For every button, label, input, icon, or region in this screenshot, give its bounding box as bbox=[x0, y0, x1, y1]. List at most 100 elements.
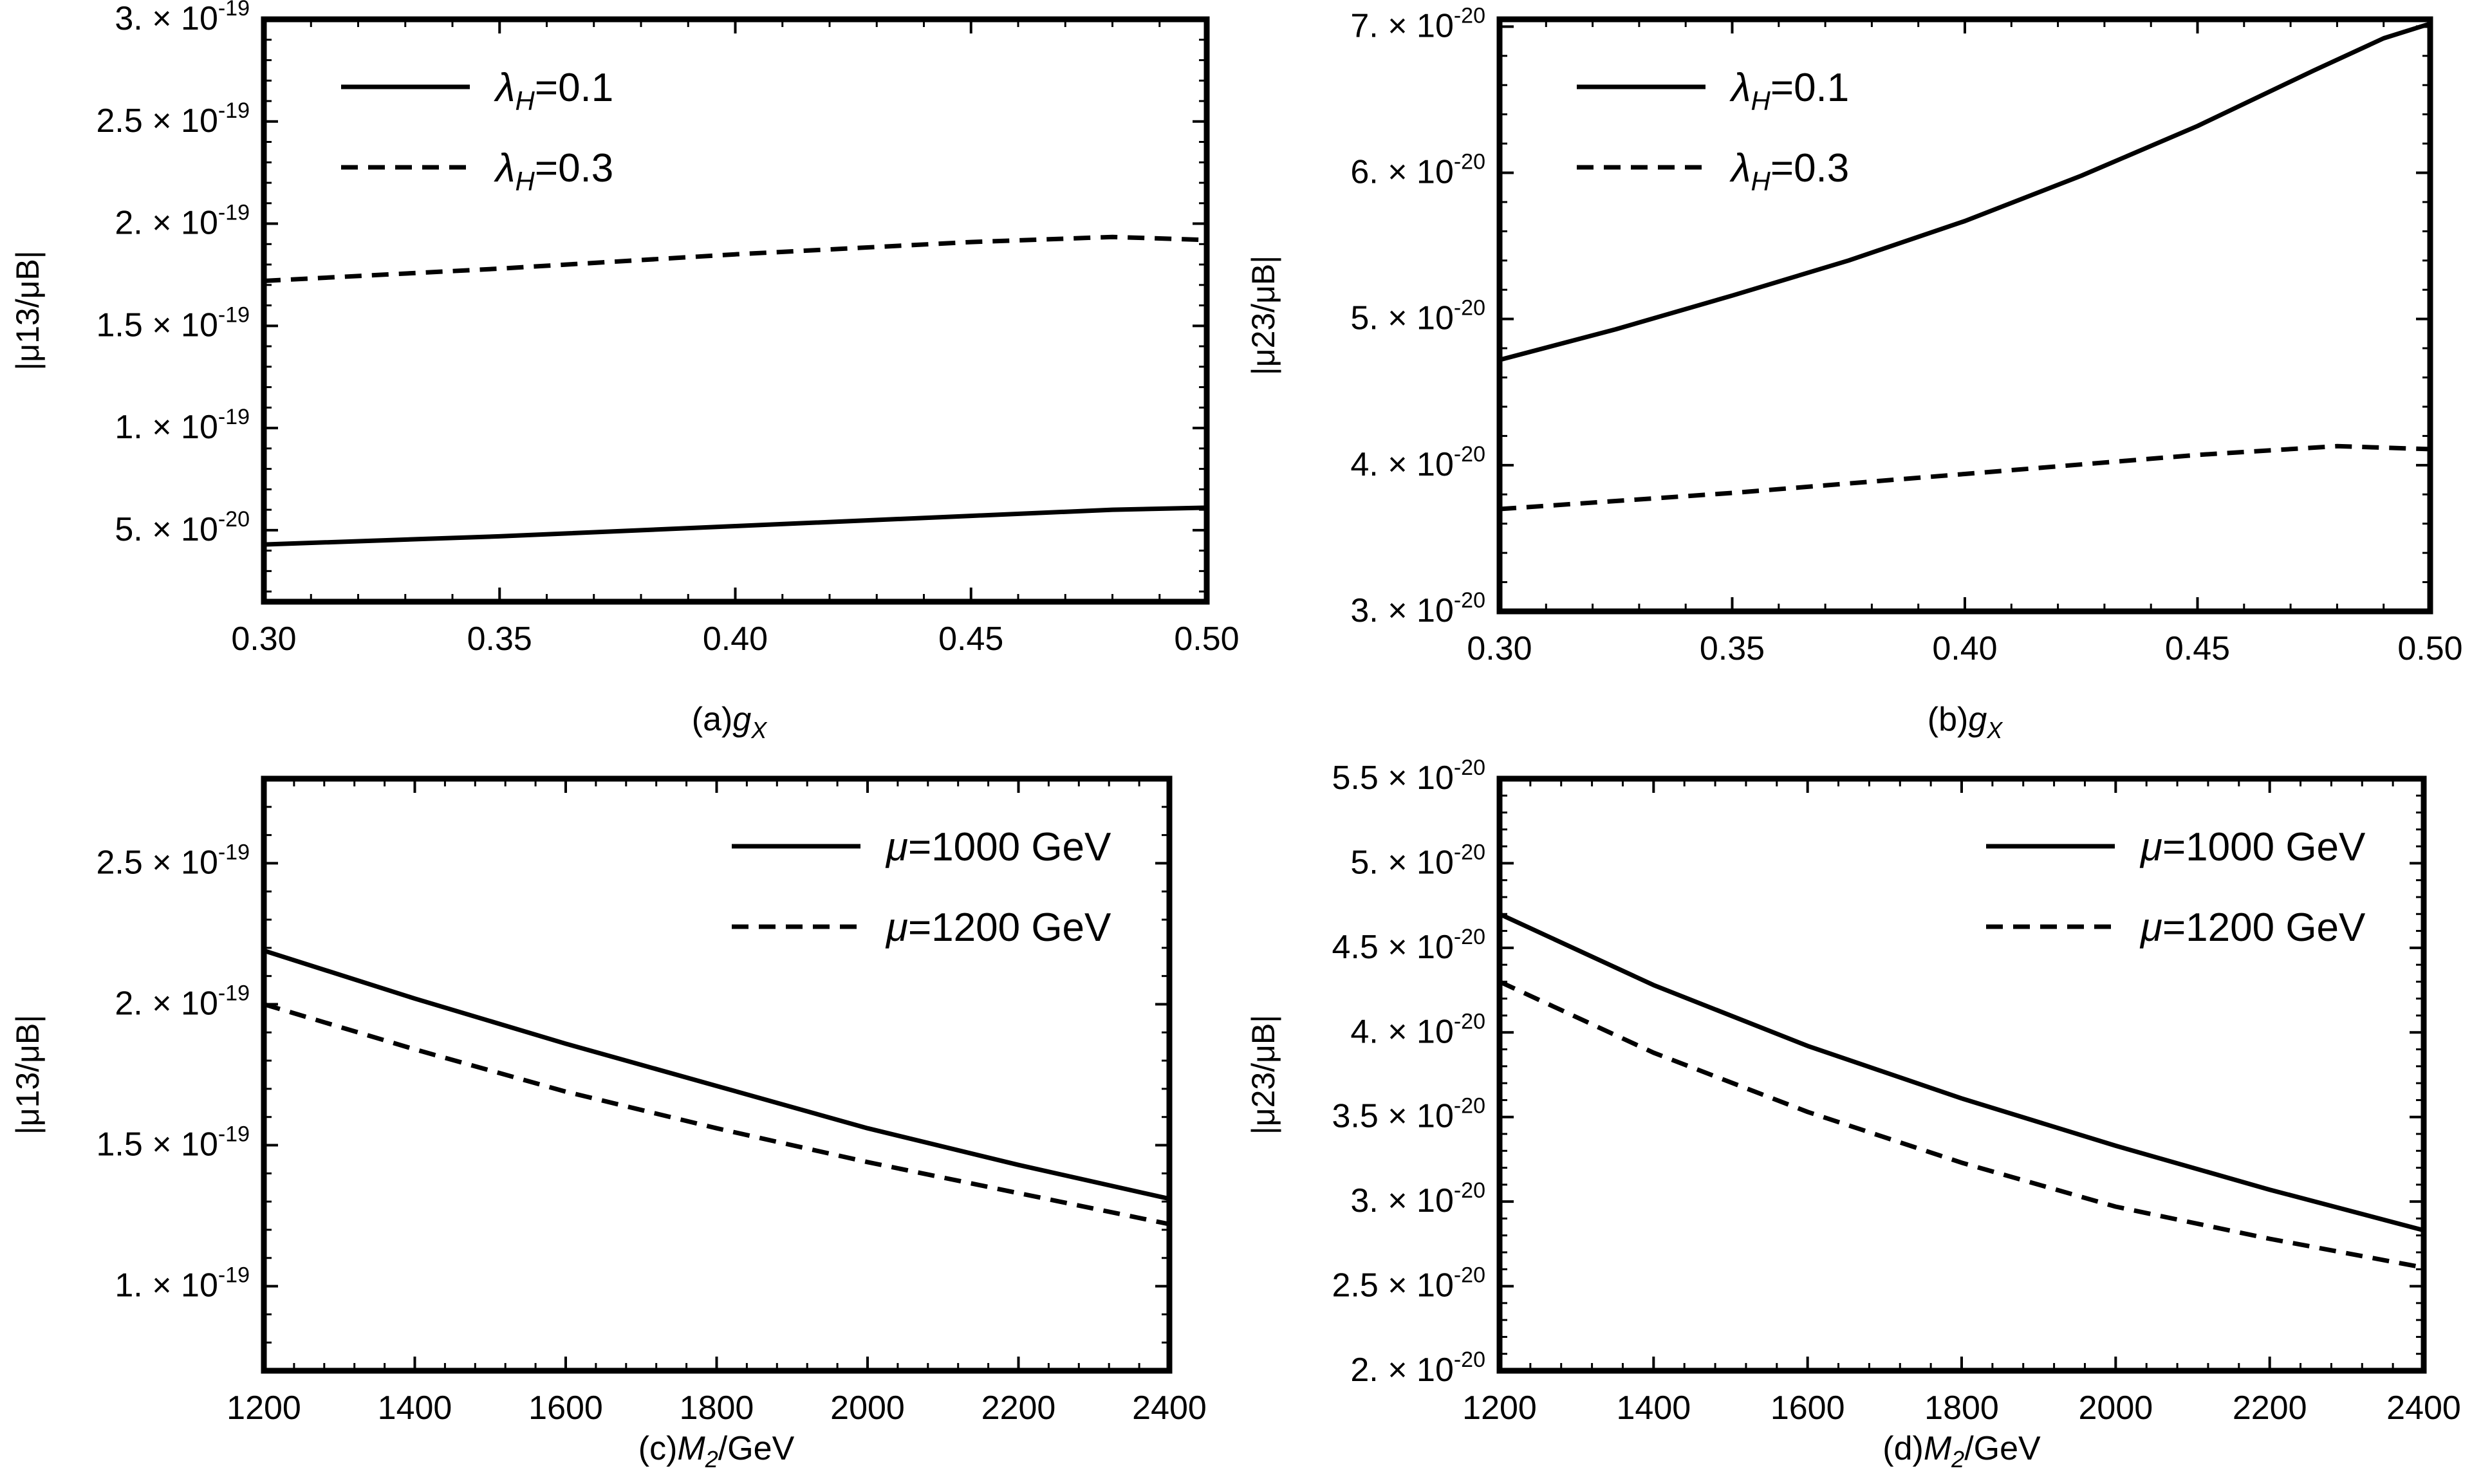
caption-suffix: /GeV bbox=[718, 1430, 795, 1467]
x-tick-label: 1200 bbox=[1462, 1389, 1537, 1427]
x-tick-label: 0.40 bbox=[703, 620, 768, 658]
y-tick-mantissa: 3. × 10 bbox=[115, 0, 218, 37]
y-tick-label: 1.5 × 10-19 bbox=[96, 1122, 250, 1164]
caption-prefix: (c) bbox=[638, 1430, 678, 1467]
y-tick-mantissa: 7. × 10 bbox=[1350, 7, 1453, 44]
y-tick-label: 3. × 10-20 bbox=[1350, 588, 1485, 629]
caption-variable: M bbox=[1924, 1430, 1952, 1467]
legend-label: λH=0.1 bbox=[1729, 66, 1849, 116]
caption-prefix: (b) bbox=[1928, 701, 1969, 738]
y-tick-label: 2. × 10-19 bbox=[115, 201, 250, 242]
legend-value: =0.1 bbox=[535, 66, 613, 110]
y-tick-exponent: -19 bbox=[218, 201, 250, 225]
caption-subscript: 2 bbox=[705, 1446, 718, 1472]
y-tick-label: 5.5 × 10-20 bbox=[1332, 756, 1485, 797]
y-tick-label: 5. × 10-20 bbox=[1350, 296, 1485, 337]
legend-subscript: H bbox=[516, 86, 535, 116]
x-tick-label: 0.40 bbox=[1932, 630, 1997, 667]
x-tick-label: 1600 bbox=[1770, 1389, 1845, 1427]
caption-variable: g bbox=[732, 701, 751, 738]
y-tick-exponent: -19 bbox=[218, 981, 250, 1005]
y-tick-mantissa: 5. × 10 bbox=[115, 511, 218, 548]
legend-label: μ=1200 GeV bbox=[885, 905, 1111, 950]
x-tick-label: 0.45 bbox=[2165, 630, 2230, 667]
y-tick-exponent: -20 bbox=[1454, 840, 1485, 864]
legend-symbol: λ bbox=[494, 146, 516, 190]
legend-subscript: H bbox=[516, 166, 535, 196]
series-line-solid bbox=[1498, 912, 2424, 1233]
x-tick-label: 1800 bbox=[1924, 1389, 1999, 1427]
legend-label: μ=1000 GeV bbox=[885, 825, 1111, 869]
y-tick-mantissa: 4. × 10 bbox=[1350, 446, 1453, 483]
series-line-dashed bbox=[263, 1002, 1170, 1227]
plot-frame bbox=[261, 16, 1210, 605]
y-tick-exponent: -20 bbox=[1454, 588, 1485, 613]
y-tick-exponent: -20 bbox=[1454, 925, 1485, 949]
x-tick-label: 0.50 bbox=[2397, 630, 2462, 667]
y-tick-exponent: -20 bbox=[1454, 756, 1485, 780]
y-tick-mantissa: 5.5 × 10 bbox=[1332, 759, 1453, 797]
y-tick-exponent: -20 bbox=[1454, 442, 1485, 467]
legend-symbol: μ bbox=[885, 825, 908, 869]
y-tick-mantissa: 4.5 × 10 bbox=[1332, 929, 1453, 966]
legend-symbol: λ bbox=[1729, 66, 1751, 110]
y-tick-exponent: -19 bbox=[218, 302, 250, 327]
y-tick-label: 2.5 × 10-20 bbox=[1332, 1263, 1485, 1304]
legend-value: =1000 GeV bbox=[2162, 825, 2366, 869]
legend-symbol: μ bbox=[2139, 825, 2162, 869]
chart-panel-b: 0.30 0.35 0.40 0.45 0.503. × 10-204. × 10-20… bbox=[1245, 3, 2463, 743]
caption-subscript: X bbox=[750, 717, 768, 743]
legend-value: =1200 GeV bbox=[908, 905, 1111, 950]
legend-value: =1200 GeV bbox=[2162, 905, 2366, 950]
y-tick-exponent: -20 bbox=[1454, 150, 1485, 174]
caption-subscript: X bbox=[1986, 717, 2003, 743]
y-tick-label: 1.5 × 10-19 bbox=[96, 302, 250, 344]
y-tick-mantissa: 2. × 10 bbox=[115, 205, 218, 242]
x-tick-label: 0.45 bbox=[938, 620, 1003, 658]
legend-label: μ=1000 GeV bbox=[2139, 825, 2366, 869]
legend-symbol: μ bbox=[2139, 905, 2162, 950]
x-tick-label: 2000 bbox=[2078, 1389, 2153, 1427]
legend-subscript: H bbox=[1751, 86, 1771, 116]
legend-label: λH=0.3 bbox=[1729, 146, 1849, 196]
y-axis-label: |μ13/μB| bbox=[10, 1015, 46, 1135]
x-tick-label: 0.35 bbox=[1700, 630, 1765, 667]
y-tick-mantissa: 3. × 10 bbox=[1350, 1182, 1453, 1220]
y-axis-label: |μ23/μB| bbox=[1245, 255, 1281, 375]
x-tick-label: 1400 bbox=[378, 1389, 452, 1427]
y-tick-label: 3. × 10-19 bbox=[115, 0, 250, 37]
chart-panel-a: 0.30 0.35 0.40 0.45 0.505. × 10-201. × 10-19… bbox=[10, 0, 1240, 743]
y-tick-exponent: -20 bbox=[1454, 1178, 1485, 1203]
legend-value: =0.3 bbox=[1770, 146, 1849, 190]
caption-prefix: (a) bbox=[692, 701, 733, 738]
y-tick-mantissa: 2.5 × 10 bbox=[96, 844, 218, 881]
caption-prefix: (d) bbox=[1882, 1430, 1924, 1467]
y-tick-exponent: -19 bbox=[218, 840, 250, 864]
y-tick-label: 1. × 10-19 bbox=[115, 1263, 250, 1304]
x-tick-label: 1200 bbox=[227, 1389, 301, 1427]
y-tick-label: 5. × 10-20 bbox=[1350, 840, 1485, 881]
series-line-solid bbox=[263, 948, 1170, 1201]
y-tick-label: 2. × 10-20 bbox=[1350, 1348, 1485, 1389]
x-tick-label: 0.50 bbox=[1174, 620, 1239, 658]
y-tick-mantissa: 5. × 10 bbox=[1350, 844, 1453, 881]
y-tick-label: 7. × 10-20 bbox=[1350, 3, 1485, 44]
y-tick-mantissa: 4. × 10 bbox=[1350, 1013, 1453, 1050]
x-tick-label: 1600 bbox=[528, 1389, 603, 1427]
caption-variable: M bbox=[677, 1430, 705, 1467]
legend-value: =1000 GeV bbox=[908, 825, 1111, 869]
series-line-dashed bbox=[263, 234, 1207, 283]
y-tick-mantissa: 1.5 × 10 bbox=[96, 306, 218, 344]
y-tick-label: 4. × 10-20 bbox=[1350, 1009, 1485, 1050]
x-tick-label: 0.30 bbox=[231, 620, 296, 658]
x-axis-caption: (a)gX bbox=[692, 701, 768, 743]
y-tick-mantissa: 3.5 × 10 bbox=[1332, 1098, 1453, 1135]
y-tick-mantissa: 2. × 10 bbox=[115, 985, 218, 1022]
x-tick-label: 0.35 bbox=[467, 620, 532, 658]
y-tick-mantissa: 1. × 10 bbox=[115, 409, 218, 446]
series-line-dashed bbox=[1499, 443, 2431, 512]
legend-symbol: λ bbox=[494, 66, 516, 110]
